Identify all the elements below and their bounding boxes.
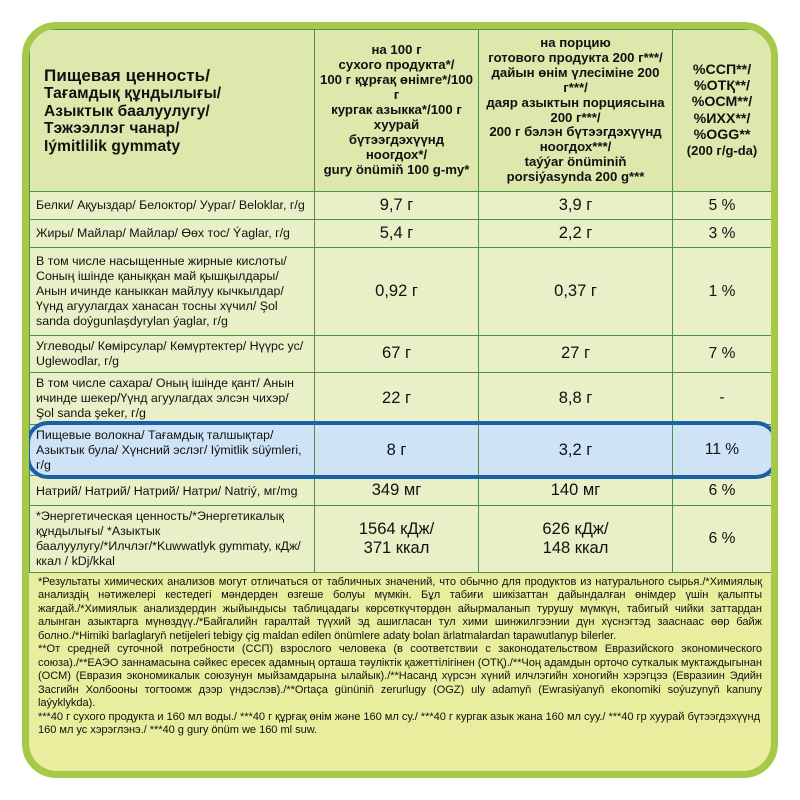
nutrition-label-card: Пищевая ценность/ Тағамдық құндылығы/ Аз… [22, 22, 778, 778]
row-percent-daily-value: 1 % [672, 247, 771, 337]
nutrition-label-panel: Пищевая ценность/ Тағамдық құндылығы/ Аз… [29, 29, 771, 771]
row-value-per-100g-dry: 8 г [314, 423, 479, 477]
row-value-per-100g-dry: 22 г [314, 371, 479, 425]
row-nutrient-name: В том числе насыщенные жирные кислоты/ С… [29, 247, 315, 337]
row-value-per-serving: 27 г [478, 335, 673, 373]
header-per-100g-dry: на 100 г сухого продукта*/ 100 г құрғақ … [314, 29, 479, 193]
header-pct-line4: %ИХХ**/ [693, 110, 751, 127]
row-percent-daily-value: - [672, 371, 771, 425]
table-row: Белки/ Ақуыздар/ Белоктор/ Уураг/ Belokl… [29, 191, 771, 221]
row-percent-daily-value: 5 % [672, 191, 771, 221]
table-row: В том числе насыщенные жирные кислоты/ С… [29, 247, 771, 337]
footnote-triple-asterisk: ***40 г сухого продукта и 160 мл воды./ … [38, 710, 761, 737]
table-row: Углеводы/ Көмірсулар/ Көмүртектер/ Нүүрс… [29, 335, 771, 373]
header-name-line4: Тэжээллэг чанар/ [44, 120, 180, 138]
header-dry-line5: бүтээгдэхүүнд ноогдох*/ [348, 131, 445, 162]
header-name-line2: Тағамдық құндылығы/ [44, 85, 222, 103]
header-dry-line3: 100 г құрғақ өнімге*/100 г [320, 72, 473, 103]
footnotes-block: *Результаты химических анализов могут от… [29, 572, 771, 738]
header-per-serving-200g: на порцию готового продукта 200 г***/ да… [478, 29, 673, 193]
table-row: Жиры/ Майлар/ Майлар/ Өөх тос/ Ýaglar, г… [29, 219, 771, 249]
row-value-per-100g-dry: 67 г [314, 335, 479, 373]
row-value-per-serving: 2,2 г [478, 219, 673, 249]
header-nutrition-value: Пищевая ценность/ Тағамдық құндылығы/ Аз… [29, 29, 315, 193]
row-nutrient-name: В том числе сахара/ Оның ішінде қант/ Ан… [29, 371, 315, 425]
header-dry-line6: gury önümiň 100 g-my* [323, 161, 470, 177]
row-percent-daily-value: 6 % [672, 505, 771, 573]
table-row: Натрий/ Натрий/ Натрий/ Натри/ Natriý, м… [29, 475, 771, 507]
header-pct-line6: (200 г/g-da) [686, 142, 758, 158]
row-nutrient-name: Натрий/ Натрий/ Натрий/ Натри/ Natriý, м… [29, 475, 315, 507]
header-dry-line1: на 100 г [371, 42, 422, 58]
row-percent-daily-value: 6 % [672, 475, 771, 507]
row-value-per-serving: 626 кДж/ 148 ккал [478, 505, 673, 573]
table-row: *Энергетическая ценность/*Энергетикалық … [29, 505, 771, 573]
header-serving-line4: даяр азыктын порциясына 200 г***/ [486, 94, 665, 125]
row-value-per-serving: 8,8 г [478, 371, 673, 425]
header-name-line1: Пищевая ценность/ [44, 65, 211, 85]
header-name-line5: Iýmitlilik gymmaty [44, 137, 181, 155]
header-pct-line3: %ОСМ**/ [691, 94, 753, 111]
nutrition-facts-table: Пищевая ценность/ Тағамдық құндылығы/ Аз… [29, 29, 771, 573]
header-serving-line2: готового продукта 200 г***/ [488, 49, 663, 65]
header-pct-line2: %ОТҚ**/ [694, 78, 750, 95]
row-value-per-serving: 140 мг [478, 475, 673, 507]
header-serving-line3: дайын өнім үлесіміне 200 г***/ [491, 64, 660, 95]
row-percent-daily-value: 7 % [672, 335, 771, 373]
header-pct-line5: %OGG** [693, 126, 751, 143]
row-percent-daily-value: 3 % [672, 219, 771, 249]
footnote-double-asterisk: **От средней суточной потребности (ССП) … [38, 643, 762, 710]
row-nutrient-name: Жиры/ Майлар/ Майлар/ Өөх тос/ Ýaglar, г… [29, 219, 315, 249]
header-serving-line1: на порцию [540, 35, 611, 50]
nutrition-rows: Белки/ Ақуыздар/ Белоктор/ Уураг/ Belokl… [29, 191, 771, 573]
table-row: В том числе сахара/ Оның ішінде қант/ Ан… [29, 371, 771, 425]
row-value-per-serving: 0,37 г [478, 247, 673, 337]
table-header-row: Пищевая ценность/ Тағамдық құндылығы/ Аз… [29, 29, 771, 193]
row-value-per-100g-dry: 0,92 г [314, 247, 479, 337]
header-serving-line5: 200 г бэлэн бүтээгдэхүүнд ноогдох***/ [489, 124, 662, 155]
header-dry-line4: кургак азыкка*/100 г хуурай [331, 102, 462, 132]
row-value-per-100g-dry: 5,4 г [314, 219, 479, 249]
row-value-per-serving: 3,9 г [478, 191, 673, 221]
row-nutrient-name: *Энергетическая ценность/*Энергетикалық … [29, 505, 315, 573]
header-percent-daily-value: %ССП**/ %ОТҚ**/ %ОСМ**/ %ИХХ**/ %OGG** (… [672, 29, 771, 193]
header-dry-line2: сухого продукта*/ [338, 57, 455, 73]
row-value-per-serving: 3,2 г [478, 423, 673, 477]
footnote-single-asterisk: *Результаты химических анализов могут от… [38, 575, 762, 642]
row-nutrient-name: Белки/ Ақуыздар/ Белоктор/ Уураг/ Belokl… [29, 191, 315, 221]
header-serving-line6: taýýar önüminiň porsiýasynda 200 g*** [506, 154, 645, 185]
header-pct-line1: %ССП**/ [692, 62, 752, 79]
row-nutrient-name: Пищевые волокна/ Тағамдық талшықтар/ Азы… [29, 423, 315, 477]
header-name-line3: Азыктык баалуулугу/ [44, 102, 210, 120]
row-percent-daily-value: 11 % [672, 423, 771, 477]
row-value-per-100g-dry: 349 мг [314, 475, 479, 507]
row-value-per-100g-dry: 1564 кДж/ 371 ккал [314, 505, 479, 573]
table-row: Пищевые волокна/ Тағамдық талшықтар/ Азы… [29, 423, 771, 477]
row-value-per-100g-dry: 9,7 г [314, 191, 479, 221]
row-nutrient-name: Углеводы/ Көмірсулар/ Көмүртектер/ Нүүрс… [29, 335, 315, 373]
